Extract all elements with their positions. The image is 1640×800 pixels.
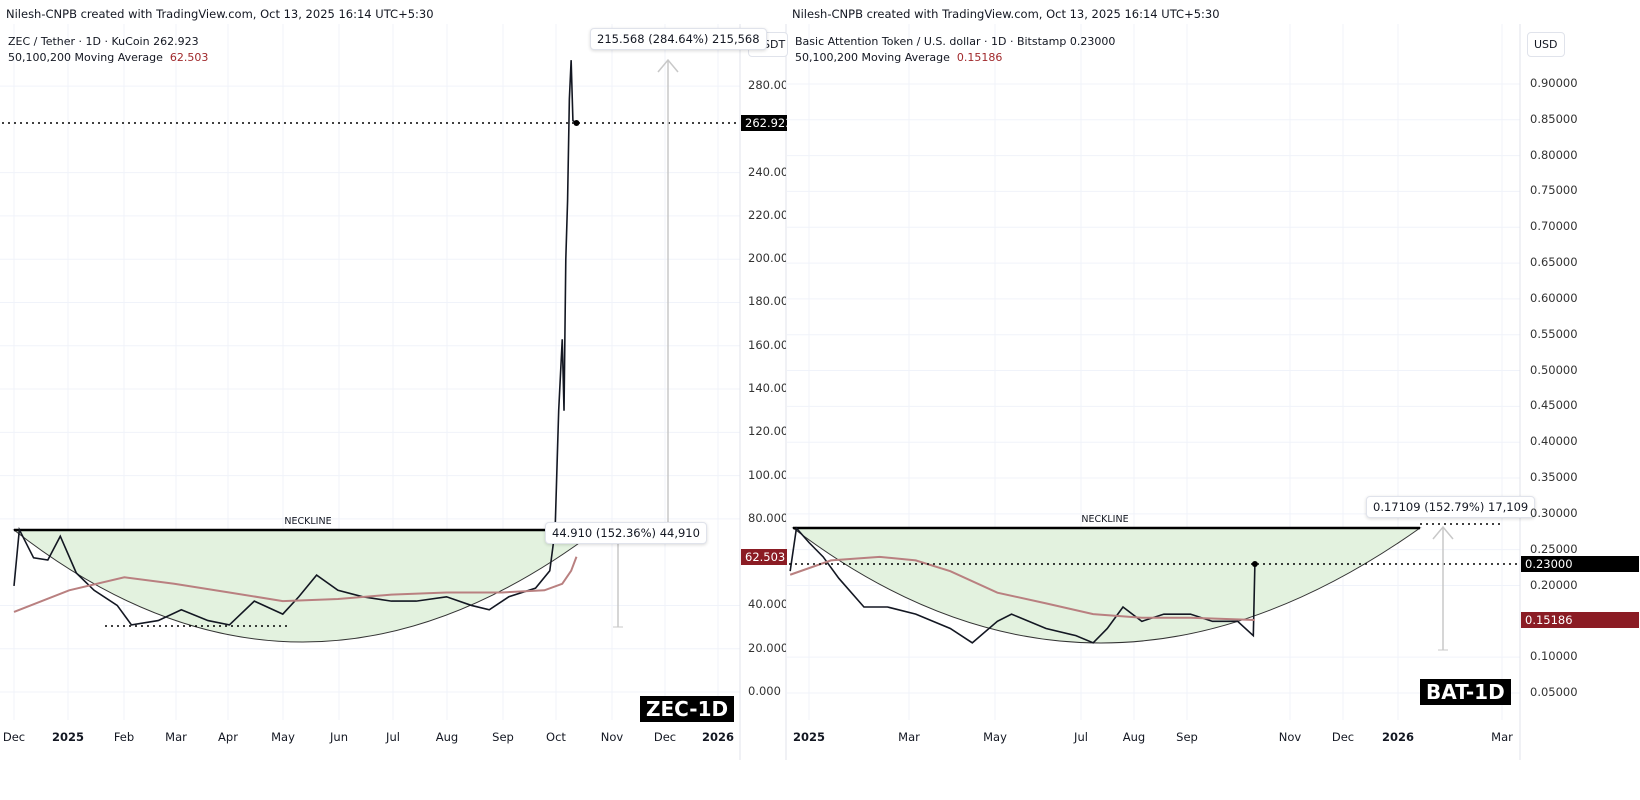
credit-right: Nilesh-CNPB created with TradingView.com… bbox=[792, 7, 1220, 21]
credit-left: Nilesh-CNPB created with TradingView.com… bbox=[6, 7, 434, 21]
y-tick-label: 100.000 bbox=[748, 467, 786, 482]
y-tick-label: 0.35000 bbox=[1530, 470, 1578, 485]
x-tick-label: Aug bbox=[435, 730, 459, 744]
last-price-dot bbox=[1251, 561, 1258, 568]
symbol-line[interactable]: Basic Attention Token / U.S. dollar · 1D… bbox=[795, 35, 1116, 48]
y-tick-label: 0.65000 bbox=[1530, 255, 1578, 270]
y-tick-label: 40.000 bbox=[748, 597, 786, 612]
x-tick-label: Jul bbox=[1074, 730, 1088, 744]
cup-pattern-shape bbox=[12, 529, 599, 643]
x-tick-label: Oct bbox=[546, 730, 566, 744]
x-tick-label: Jul bbox=[386, 730, 400, 744]
measure-arrow-upper-zec-head bbox=[657, 58, 679, 73]
y-tick-label: 0.90000 bbox=[1530, 75, 1578, 90]
y-tick-label: 0.25000 bbox=[1530, 541, 1578, 556]
x-tick-label: Dec bbox=[1331, 730, 1355, 744]
y-tick-label: 140.000 bbox=[748, 381, 786, 396]
ma-value: 0.15186 bbox=[956, 51, 1003, 64]
bat-1d-badge: BAT-1D bbox=[1420, 679, 1511, 705]
x-tick-label: Nov bbox=[600, 730, 624, 744]
y-tick-label: 240.000 bbox=[748, 164, 786, 179]
ma-label[interactable]: 50,100,200 Moving Average bbox=[795, 51, 950, 64]
x-tick-label: Jun bbox=[330, 730, 348, 744]
x-tick-label: Apr bbox=[218, 730, 238, 744]
last-price-tag: 0.23000 bbox=[1521, 556, 1639, 572]
y-tick-label: 180.000 bbox=[748, 294, 786, 309]
ma-label[interactable]: 50,100,200 Moving Average bbox=[8, 51, 163, 64]
y-tick-label: 220.000 bbox=[748, 207, 786, 222]
x-tick-label: May bbox=[983, 730, 1007, 744]
y-tick-label: 0.60000 bbox=[1530, 290, 1578, 305]
measure-label-bat[interactable]: 0.17109 (152.79%) 17,109 bbox=[1366, 496, 1536, 518]
measure-label-lower-zec[interactable]: 44.910 (152.36%) 44,910 bbox=[545, 522, 707, 544]
x-tick-label: Mar bbox=[165, 730, 187, 744]
last-price-tag: 262.923 bbox=[741, 115, 787, 132]
x-tick-label: Nov bbox=[1278, 730, 1302, 744]
x-tick-label: Mar bbox=[898, 730, 920, 744]
y-tick-label: 20.000 bbox=[748, 640, 786, 655]
legend-bat: Basic Attention Token / U.S. dollar · 1D… bbox=[795, 34, 1115, 66]
x-tick-label: Dec bbox=[2, 730, 26, 744]
x-tick-label: 2026 bbox=[1381, 730, 1415, 744]
y-tick-label: 80.000 bbox=[748, 510, 786, 525]
ma-value: 62.503 bbox=[169, 51, 209, 64]
x-tick-label: Sep bbox=[1176, 730, 1198, 744]
x-tick-label: Feb bbox=[113, 730, 135, 744]
moving-average-line bbox=[13, 556, 578, 613]
measure-label-upper-zec[interactable]: 215.568 (284.64%) 215,568 bbox=[590, 28, 767, 50]
x-tick-label: 2025 bbox=[51, 730, 85, 744]
y-tick-label: 280.000 bbox=[748, 78, 786, 93]
cup-pattern-shape bbox=[791, 527, 1422, 644]
y-tick-label: 200.000 bbox=[748, 251, 786, 266]
legend-zec: ZEC / Tether · 1D · KuCoin 262.923 50,10… bbox=[8, 34, 208, 66]
y-tick-label: 0.30000 bbox=[1530, 505, 1578, 520]
y-tick-label: 0.40000 bbox=[1530, 434, 1578, 449]
x-tick-label: 2025 bbox=[792, 730, 826, 744]
y-tick-label: 120.000 bbox=[748, 424, 786, 439]
y-tick-label: 0.70000 bbox=[1530, 219, 1578, 234]
x-tick-label: Aug bbox=[1122, 730, 1146, 744]
y-tick-label: 0.05000 bbox=[1530, 684, 1578, 699]
moving-average-line bbox=[789, 555, 1255, 621]
zec-1d-badge: ZEC-1D bbox=[640, 696, 735, 722]
ma-tag: 62.503 bbox=[741, 548, 787, 565]
last-price-dot bbox=[573, 120, 580, 127]
y-tick-label: 0.10000 bbox=[1530, 649, 1578, 664]
y-tick-label: 0.45000 bbox=[1530, 398, 1578, 413]
x-tick-label: May bbox=[271, 730, 295, 744]
y-tick-label: 0.000 bbox=[748, 684, 781, 698]
y-tick-label: 0.55000 bbox=[1530, 326, 1578, 341]
y-tick-label: 160.000 bbox=[748, 337, 786, 352]
y-tick-label: 0.50000 bbox=[1530, 362, 1578, 377]
ma-tag: 0.15186 bbox=[1521, 611, 1639, 628]
currency-unit-bat[interactable]: USD bbox=[1527, 32, 1565, 57]
x-tick-label: 2026 bbox=[701, 730, 735, 744]
y-tick-label: 0.85000 bbox=[1530, 111, 1578, 126]
neckline-label-bat: NECKLINE bbox=[1081, 514, 1129, 525]
measure-arrow-bat-head bbox=[1432, 525, 1454, 540]
price-line bbox=[789, 526, 1256, 644]
y-tick-label: 0.75000 bbox=[1530, 183, 1578, 198]
x-tick-label: Sep bbox=[492, 730, 514, 744]
y-tick-label: 0.80000 bbox=[1530, 147, 1578, 162]
neckline-label-zec: NECKLINE bbox=[284, 516, 332, 527]
x-tick-label: Dec bbox=[653, 730, 677, 744]
symbol-line[interactable]: ZEC / Tether · 1D · KuCoin 262.923 bbox=[8, 35, 199, 48]
y-tick-label: 0.20000 bbox=[1530, 577, 1578, 592]
x-tick-label: Mar bbox=[1491, 730, 1513, 744]
